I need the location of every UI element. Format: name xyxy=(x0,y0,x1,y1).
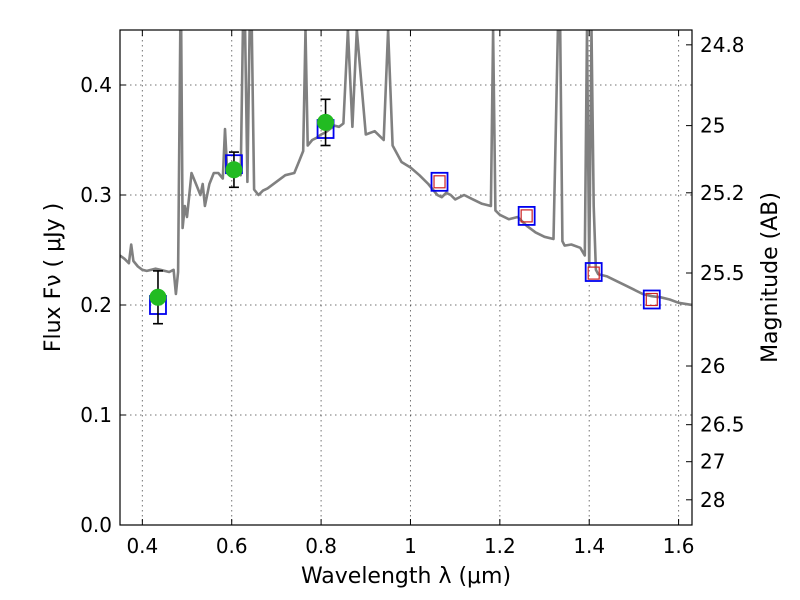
y-axis-label: Flux Fν ( μJy ) xyxy=(41,203,66,352)
model-photometry-box xyxy=(584,262,603,282)
x-tick-label: 1 xyxy=(404,534,417,558)
x-tick-label: 0.4 xyxy=(126,534,158,558)
plot-frame xyxy=(119,29,693,526)
observed-point xyxy=(317,113,335,131)
magnitude-tick-label: 25 xyxy=(700,114,725,138)
predicted-band-box xyxy=(587,266,600,280)
magnitude-tick-label: 26.5 xyxy=(700,413,745,437)
marker-layer xyxy=(149,98,661,325)
y-tick-label: 0.0 xyxy=(80,513,112,537)
y-tick-label: 0.3 xyxy=(80,183,112,207)
magnitude-tick-label: 26 xyxy=(700,354,725,378)
y-tick-label: 0.2 xyxy=(80,293,112,317)
y-tick-label: 0.1 xyxy=(80,403,112,427)
x-tick-label: 1.2 xyxy=(484,534,516,558)
x-tick-label: 0.6 xyxy=(216,534,248,558)
predicted-band-box xyxy=(520,209,533,223)
model-photometry-box xyxy=(642,289,661,310)
magnitude-tick-label: 24.8 xyxy=(700,33,745,57)
spectrum-layer xyxy=(120,30,692,307)
ticks: 0.4 0.6 0.8 1 1.2 1.4 1.6 0.0 0.1 0.2 0.3 0.4 24.8 25… xyxy=(80,30,745,558)
magnitude-tick-label: 25.5 xyxy=(700,261,745,285)
predicted-band-box xyxy=(645,292,658,307)
model-photometry-box xyxy=(430,171,449,192)
predicted-band-box xyxy=(433,175,446,189)
magnitude-tick-label: 25.2 xyxy=(700,181,745,205)
x-tick-label: 1.6 xyxy=(663,534,695,558)
model-photometry-box xyxy=(517,205,536,226)
y-tick-label: 0.4 xyxy=(80,73,112,97)
x-tick-label: 0.8 xyxy=(305,534,337,558)
x-axis-label: Wavelength λ (μm) xyxy=(301,564,511,589)
magnitude-tick-label: 27 xyxy=(700,450,725,474)
x-tick-label: 1.4 xyxy=(573,534,605,558)
magnitude-tick-label: 28 xyxy=(700,488,725,512)
model-spectrum-line xyxy=(120,30,692,307)
observed-point xyxy=(149,288,167,306)
observed-point xyxy=(225,161,243,179)
magnitude-axis-label: Magnitude (AB) xyxy=(758,192,783,363)
